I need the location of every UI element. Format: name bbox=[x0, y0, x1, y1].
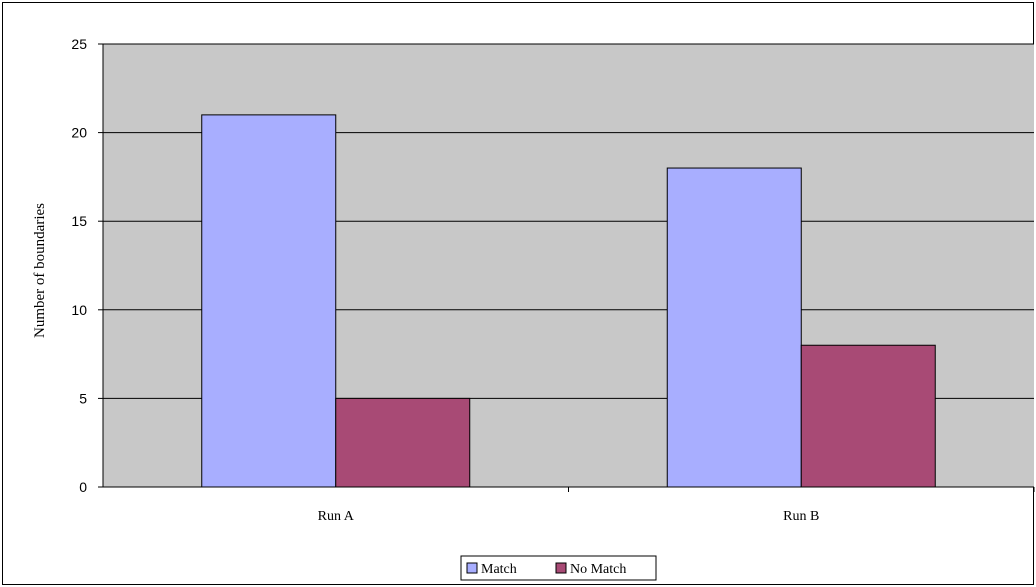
legend-swatch-no-match bbox=[555, 562, 567, 574]
y-tick-label: 10 bbox=[71, 302, 87, 318]
legend-label-no-match: No Match bbox=[570, 562, 626, 577]
legend-swatch-match bbox=[466, 562, 478, 574]
y-tick-label: 25 bbox=[71, 36, 87, 52]
bars bbox=[201, 114, 936, 488]
y-tick-label: 0 bbox=[79, 479, 87, 495]
bar-no-match-run-a bbox=[335, 397, 471, 488]
y-axis-title: Number of boundaries bbox=[32, 203, 48, 338]
bar-no-match-run-b bbox=[800, 344, 936, 488]
x-category-label: Run B bbox=[783, 509, 819, 524]
bar-match-run-a bbox=[201, 114, 337, 488]
y-tick-label: 20 bbox=[71, 125, 87, 141]
x-category-label: Run A bbox=[318, 509, 355, 524]
x-category-labels: Run A Run B bbox=[318, 509, 820, 524]
y-tick-label: 5 bbox=[79, 390, 87, 406]
legend-label-match: Match bbox=[481, 562, 517, 577]
axes bbox=[98, 43, 1035, 492]
y-tick-labels: 0 5 10 15 20 25 bbox=[71, 36, 87, 495]
y-tick-label: 15 bbox=[71, 213, 87, 229]
legend: Match No Match bbox=[460, 555, 657, 581]
bar-match-run-b bbox=[666, 167, 802, 488]
